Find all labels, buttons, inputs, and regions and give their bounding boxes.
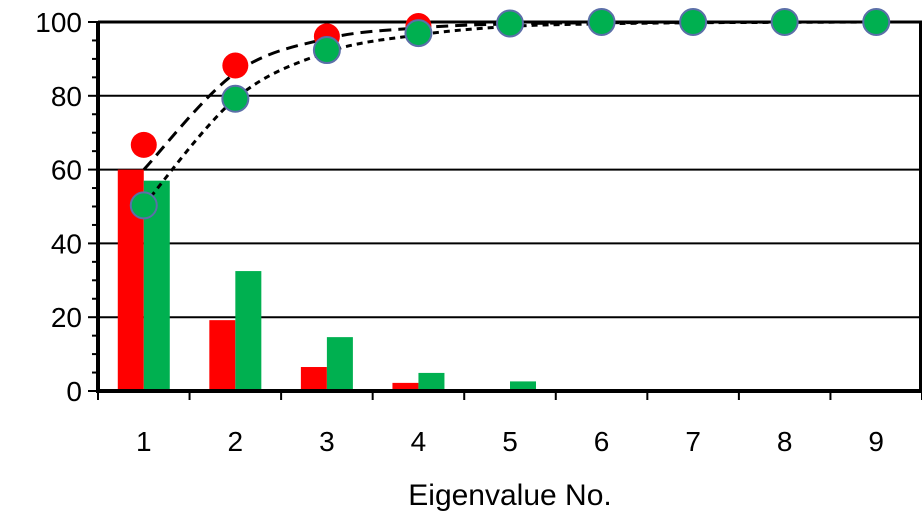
- bar: [235, 271, 262, 391]
- y-tick-label: 0: [66, 376, 82, 407]
- y-tick-label: 40: [51, 228, 82, 259]
- y-tick-label: 60: [51, 155, 82, 186]
- point-green: [862, 8, 891, 36]
- x-tick-label: 9: [868, 426, 884, 457]
- x-tick-label: 7: [685, 426, 701, 457]
- bar: [392, 382, 419, 391]
- point-red: [222, 52, 249, 79]
- point-red: [130, 131, 157, 158]
- bar: [209, 320, 236, 391]
- point-green: [496, 9, 524, 38]
- x-tick-label: 3: [319, 426, 335, 457]
- bar: [300, 367, 327, 391]
- point-green: [129, 191, 158, 220]
- x-tick-label: 8: [777, 426, 793, 457]
- point-green: [221, 84, 250, 113]
- y-tick-label: 20: [51, 302, 82, 333]
- point-green: [587, 8, 616, 36]
- point-green: [404, 19, 433, 48]
- x-tick-label: 5: [502, 426, 518, 457]
- bar: [510, 381, 536, 391]
- x-tick-label: 2: [228, 426, 244, 457]
- x-tick-label: 1: [136, 426, 152, 457]
- bar: [418, 372, 445, 391]
- x-tick-label: 6: [594, 426, 610, 457]
- y-tick-label: 100: [35, 7, 82, 38]
- trend-line-dotted: [142, 20, 877, 207]
- x-tick-label: 4: [411, 426, 427, 457]
- point-green: [312, 36, 341, 65]
- x-axis-label: Eigenvalue No.: [408, 479, 611, 512]
- point-green: [770, 8, 799, 36]
- y-tick-label: 80: [51, 81, 82, 112]
- bar: [326, 337, 353, 391]
- point-green: [679, 8, 708, 36]
